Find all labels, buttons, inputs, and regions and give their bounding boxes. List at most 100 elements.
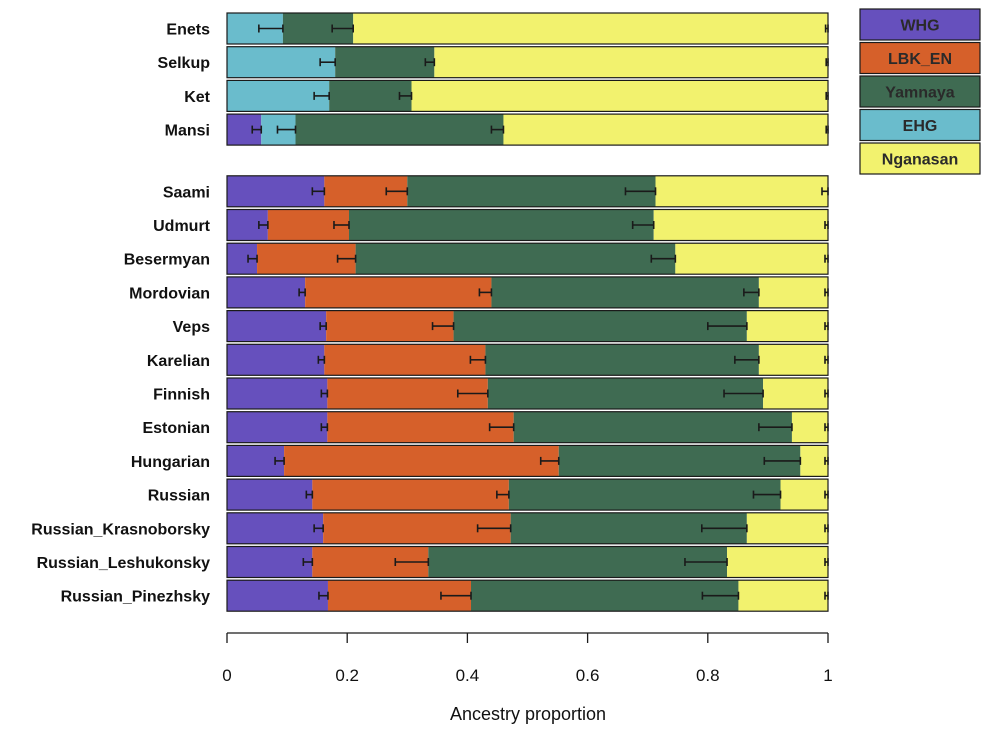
error-bar-mordovian-nganasan [824, 288, 829, 297]
bar-row-veps [226, 310, 829, 343]
error-bar-saami-whg [311, 187, 326, 196]
bar-segment-russian-krasnoborsky-nganasan [746, 512, 828, 544]
bar-row-ket [226, 79, 829, 113]
population-label-ket: Ket [184, 89, 210, 106]
population-label-russian: Russian [148, 488, 210, 505]
bar-segment-finnish-nganasan [763, 378, 828, 409]
population-label-mordovian: Mordovian [129, 285, 210, 302]
bar-segment-udmurt-nganasan [653, 209, 828, 241]
error-bar-veps-yamnaya [706, 322, 748, 331]
bar-segment-russian-leshukonsky-yamnaya [428, 546, 728, 578]
bar-segment-mordovian-lbk-en [305, 276, 492, 308]
legend-item-nganasan: Nganasan [859, 142, 981, 175]
error-bar-besermyan-whg [247, 254, 258, 263]
bar-row-besermyan [226, 242, 829, 275]
bar-row-selkup [226, 46, 829, 79]
bar-segment-estonian-nganasan [791, 411, 828, 443]
bar-segment-veps-whg [227, 310, 327, 342]
bar-segment-russian-yamnaya [508, 479, 781, 511]
error-bar-finnish-yamnaya [723, 389, 764, 398]
error-bar-ket-yamnaya [398, 91, 413, 100]
bar-row-mansi [226, 113, 829, 146]
error-bar-udmurt-nganasan [824, 221, 829, 229]
bar-row-finnish [226, 377, 829, 410]
population-label-russian-leshukonsky: Russian_Leshukonsky [37, 555, 211, 572]
legend-swatch-nganasan [859, 142, 981, 175]
error-bar-finnish-whg [320, 389, 329, 398]
bar-segment-besermyan-yamnaya [355, 243, 676, 275]
bar-segment-selkup-nganasan [434, 46, 828, 78]
x-tick-label-2: 0.4 [456, 666, 480, 685]
bar-segment-ket-ehg [227, 80, 330, 112]
bar-segment-mansi-nganasan [503, 114, 828, 146]
bar-segment-mordovian-yamnaya [491, 276, 759, 308]
legend-label-ehg: EHG [903, 118, 938, 135]
population-label-russian-krasnoborsky: Russian_Krasnoborsky [31, 521, 210, 538]
bar-segment-russian-leshukonsky-whg [227, 546, 313, 578]
error-bar-mordovian-lbk-en [478, 288, 493, 297]
error-bar-mansi-whg [251, 125, 263, 134]
error-bar-estonian-yamnaya [758, 423, 793, 432]
bar-segment-saami-whg [227, 175, 325, 207]
error-bar-ket-ehg [313, 91, 330, 100]
bar-segment-finnish-whg [227, 378, 328, 409]
bar-segment-russian-pinezhsky-yamnaya [471, 580, 739, 612]
error-bar-veps-lbk-en [431, 322, 455, 331]
error-bar-russian-pinezhsky-whg [318, 591, 329, 600]
error-bar-udmurt-lbk-en [333, 221, 350, 229]
error-bar-enets-yamnaya [331, 24, 355, 33]
bar-segment-russian-pinezhsky-whg [227, 580, 328, 612]
error-bar-saami-lbk-en [385, 187, 409, 196]
x-tick-label-3: 0.6 [576, 666, 600, 685]
bar-row-russian-leshukonsky [226, 545, 829, 579]
bar-segment-mordovian-whg [227, 276, 306, 308]
error-bar-russian-pinezhsky-nganasan [824, 591, 829, 600]
error-bar-ket-nganasan [825, 91, 829, 100]
legend-item-lbk-en: LBK_EN [859, 41, 981, 75]
bar-row-karelian [226, 343, 829, 376]
bar-segment-selkup-ehg [227, 46, 336, 78]
bar-segment-veps-yamnaya [453, 310, 747, 342]
error-bar-besermyan-yamnaya [650, 254, 677, 263]
error-bar-hungarian-yamnaya [763, 456, 802, 465]
population-label-enets: Enets [166, 22, 210, 39]
error-bar-russian-leshukonsky-whg [302, 558, 314, 566]
bar-segment-russian-pinezhsky-nganasan [738, 580, 828, 612]
bar-segment-finnish-yamnaya [487, 378, 764, 409]
legend-label-lbk-en: LBK_EN [888, 51, 952, 68]
bar-segment-russian-whg [227, 479, 313, 511]
population-label-finnish: Finnish [153, 387, 210, 404]
bar-segment-selkup-yamnaya [335, 46, 435, 78]
error-bar-estonian-lbk-en [488, 423, 515, 432]
error-bar-russian-krasnoborsky-lbk-en [476, 524, 512, 533]
error-bar-besermyan-nganasan [824, 254, 829, 263]
legend-swatch-whg [859, 8, 981, 41]
bar-row-russian [226, 478, 829, 511]
error-bar-russian-nganasan [824, 490, 829, 499]
bar-segment-russian-lbk-en [312, 479, 509, 511]
population-label-veps: Veps [173, 319, 210, 336]
bar-segment-ket-nganasan [411, 80, 828, 112]
legend-swatch-yamnaya [859, 75, 981, 108]
bar-segment-karelian-yamnaya [485, 344, 759, 376]
error-bar-udmurt-yamnaya [631, 221, 655, 229]
error-bar-saami-nganasan [821, 187, 829, 196]
error-bar-karelian-nganasan [824, 355, 829, 364]
error-bar-finnish-nganasan [824, 389, 829, 398]
population-label-saami: Saami [163, 184, 210, 201]
error-bar-enets-ehg [258, 24, 284, 33]
error-bar-saami-yamnaya [624, 187, 657, 196]
x-tick-label-4: 0.8 [696, 666, 720, 685]
error-bar-karelian-yamnaya [734, 355, 760, 364]
legend-label-whg: WHG [900, 18, 939, 35]
error-bar-russian-whg [305, 490, 314, 499]
bar-segment-karelian-whg [227, 344, 325, 376]
error-bar-mordovian-yamnaya [743, 288, 760, 297]
error-bar-karelian-whg [317, 355, 326, 364]
bar-segment-estonian-whg [227, 411, 328, 443]
error-bar-russian-leshukonsky-lbk-en [394, 558, 430, 566]
legend-swatch-lbk-en [859, 41, 981, 75]
bar-row-enets [226, 12, 829, 45]
population-label-russian-pinezhsky: Russian_Pinezhsky [61, 589, 211, 606]
